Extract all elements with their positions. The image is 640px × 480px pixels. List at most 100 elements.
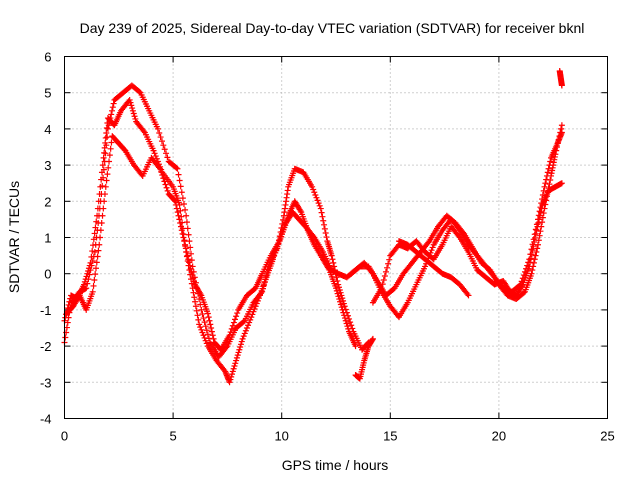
data-point — [187, 265, 194, 272]
data-point — [539, 219, 546, 226]
data-point — [530, 243, 537, 250]
data-point — [386, 256, 393, 263]
data-point — [378, 285, 385, 292]
data-point — [540, 210, 547, 217]
data-point — [94, 253, 101, 260]
data-point — [341, 315, 348, 322]
data-series — [61, 67, 565, 386]
data-point — [92, 271, 99, 278]
data-point — [101, 191, 108, 198]
data-point — [91, 230, 98, 237]
data-point — [174, 165, 181, 172]
data-point — [232, 316, 239, 323]
data-point — [206, 317, 213, 324]
data-point — [335, 284, 342, 291]
data-point — [228, 373, 235, 380]
series-track-7 — [395, 238, 472, 299]
data-point — [89, 248, 96, 255]
data-point — [109, 107, 116, 114]
data-point — [205, 314, 212, 321]
data-point — [334, 290, 341, 297]
data-point — [106, 158, 113, 165]
data-point — [173, 164, 180, 171]
data-point — [558, 125, 565, 132]
data-point — [66, 298, 73, 305]
data-point — [182, 245, 189, 252]
data-point — [317, 205, 324, 212]
data-point — [90, 236, 97, 243]
data-point — [154, 125, 161, 132]
data-point — [109, 104, 116, 111]
data-point — [319, 213, 326, 220]
data-point — [235, 349, 242, 356]
data-point — [352, 343, 359, 350]
data-point — [253, 300, 260, 307]
data-point — [533, 248, 540, 255]
data-point — [130, 110, 137, 117]
data-point — [322, 229, 329, 236]
data-point — [199, 310, 206, 317]
y-tick-label: -2 — [40, 339, 52, 354]
data-point — [150, 147, 157, 154]
data-point — [200, 315, 207, 322]
data-point — [184, 252, 191, 259]
data-point — [103, 177, 110, 184]
data-point — [188, 250, 195, 257]
x-tick-label: 15 — [383, 429, 397, 444]
data-point — [250, 308, 257, 315]
data-point — [297, 207, 304, 214]
data-point — [341, 312, 348, 319]
data-point — [179, 195, 186, 202]
data-point — [90, 242, 97, 249]
data-point — [230, 319, 237, 326]
grid-lines — [64, 56, 608, 419]
data-point — [527, 259, 534, 266]
data-point — [455, 233, 462, 240]
data-point — [246, 319, 253, 326]
data-point — [557, 129, 564, 136]
data-point — [545, 165, 552, 172]
data-point — [94, 212, 101, 219]
data-point — [540, 187, 547, 194]
y-tick-label: 0 — [44, 267, 51, 282]
data-point — [311, 189, 318, 196]
data-point — [177, 183, 184, 190]
data-point — [338, 292, 345, 299]
data-point — [182, 206, 189, 213]
data-point — [198, 326, 205, 333]
y-tick-label: 6 — [44, 50, 51, 65]
data-point — [189, 272, 196, 279]
x-axis-label: GPS time / hours — [282, 457, 389, 473]
data-point — [240, 318, 247, 325]
data-point — [171, 197, 178, 204]
data-point — [240, 333, 247, 340]
data-point — [179, 230, 186, 237]
series-track-4 — [348, 122, 565, 303]
data-point — [536, 216, 543, 223]
data-point — [98, 220, 105, 227]
data-point — [203, 327, 210, 334]
data-point — [348, 322, 355, 329]
y-tick-label: -3 — [40, 375, 52, 390]
data-point — [380, 277, 387, 284]
data-point — [204, 331, 211, 338]
data-point — [428, 247, 435, 254]
data-point — [385, 260, 392, 267]
data-point — [175, 212, 182, 219]
data-point — [195, 316, 202, 323]
data-point — [236, 346, 243, 353]
data-point — [202, 337, 209, 344]
data-point — [177, 220, 184, 227]
data-point — [93, 218, 100, 225]
data-point — [341, 303, 348, 310]
data-point — [315, 200, 322, 207]
data-point — [323, 234, 330, 241]
data-point — [99, 212, 106, 219]
data-point — [91, 248, 98, 255]
data-point — [161, 178, 168, 185]
data-point — [101, 198, 108, 205]
data-point — [196, 321, 203, 328]
data-point — [191, 278, 198, 285]
data-point — [176, 216, 183, 223]
